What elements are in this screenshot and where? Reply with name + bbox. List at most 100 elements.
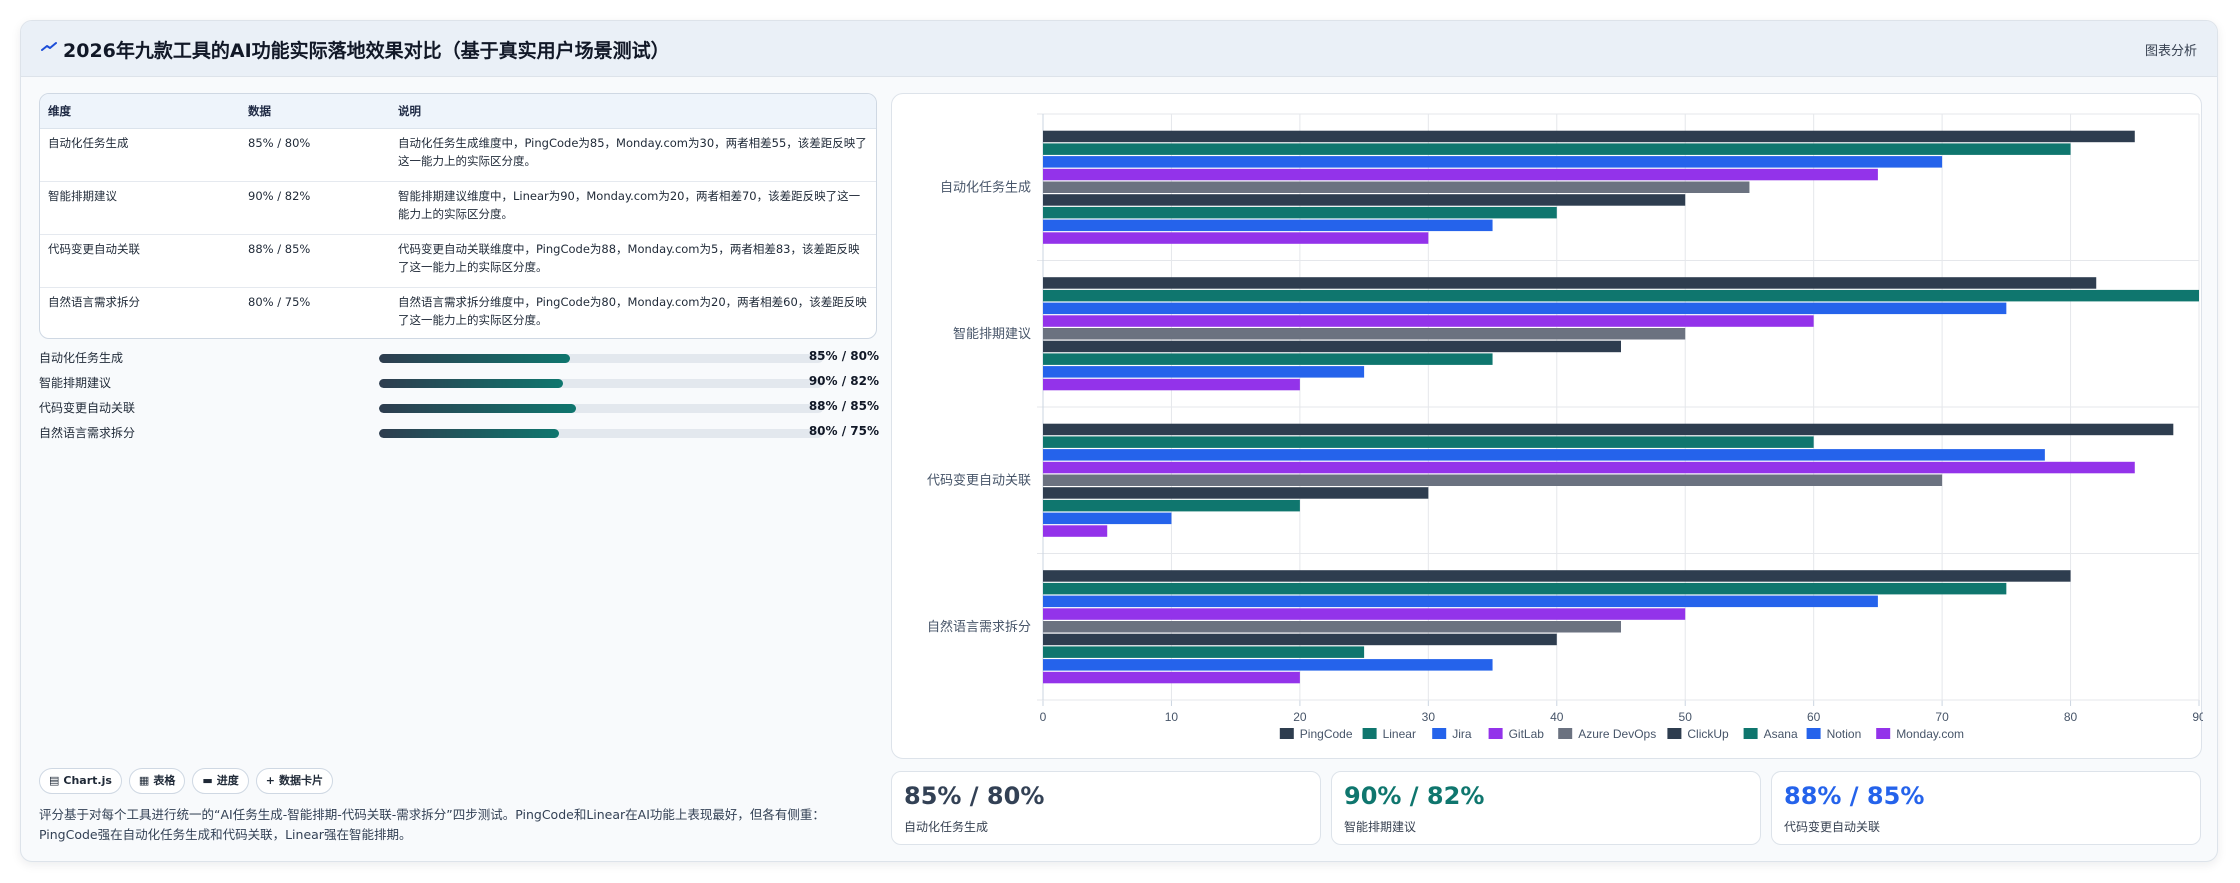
chip-progress[interactable]: ▬ 进度 (192, 768, 249, 794)
table-row: 代码变更自动关联 88% / 85% 代码变更自动关联维度中，PingCode为… (40, 234, 876, 288)
methodology-note: 评分基于对每个工具进行统一的“AI任务生成-智能排期-代码关联-需求拆分”四步测… (39, 807, 825, 842)
bar (1043, 461, 2135, 474)
x-tick-label: 80 (2064, 710, 2078, 724)
chip-data-card[interactable]: + 数据卡片 (255, 768, 333, 794)
bar (1043, 449, 2045, 461)
stat-value: 85% / 80% (904, 782, 1045, 810)
bar (1043, 378, 1300, 391)
stat-label: 代码变更自动关联 (1784, 820, 1881, 834)
progress-fill (379, 354, 570, 363)
legend-swatch (1667, 728, 1682, 739)
legend-label: Linear (1383, 727, 1416, 741)
cell-data: 88% / 85% (240, 234, 390, 288)
legend-swatch (1488, 728, 1503, 739)
bar (1043, 646, 1365, 658)
bar (1043, 474, 1943, 486)
bar (1043, 570, 2071, 582)
legend-swatch (1876, 728, 1891, 739)
chart-logo-icon (41, 42, 57, 51)
progress-row: 自动化任务生成 85% / 80% (39, 345, 879, 370)
progress-label: 代码变更自动关联 (39, 401, 136, 415)
bar (1043, 219, 1493, 232)
bar (1043, 671, 1300, 684)
bar (1043, 659, 1493, 671)
chip-chartjs[interactable]: ▤ Chart.js (39, 768, 122, 794)
y-category-label: 代码变更自动关联 (927, 472, 1031, 488)
x-tick-label: 0 (1040, 710, 1047, 724)
chip-label: 进度 (216, 774, 239, 787)
progress-row: 智能排期建议 90% / 82% (39, 370, 879, 395)
bar (1043, 302, 2007, 315)
stat-label: 智能排期建议 (1344, 820, 1417, 834)
legend-swatch (1362, 728, 1377, 739)
table-header-row: 维度 数据 说明 (40, 94, 876, 129)
bar (1043, 353, 1493, 365)
progress-track (379, 429, 823, 438)
progress-value: 80% / 75% (808, 424, 879, 438)
bar (1043, 206, 1557, 219)
x-tick-label: 50 (1679, 710, 1693, 724)
progress-label: 智能排期建议 (39, 376, 112, 390)
dashboard-card: 2026年九款工具的AI功能实际落地效果对比（基于真实用户场景测试） 图表分析 … (20, 20, 2218, 862)
bar (1043, 525, 1108, 537)
progress-row: 代码变更自动关联 88% / 85% (39, 395, 879, 420)
bar (1043, 143, 2071, 155)
plus-icon: + (265, 774, 275, 787)
chip-label: Chart.js (63, 774, 112, 787)
legend-swatch (1558, 728, 1573, 739)
table-row: 智能排期建议 90% / 82% 智能排期建议维度中，Linear为90，Mon… (40, 181, 876, 235)
progress-fill (379, 429, 559, 438)
x-tick-label: 40 (1550, 710, 1564, 724)
chip-row: ▤ Chart.js ▦ 表格 ▬ 进度 + 数据卡片 (39, 768, 333, 794)
cell-data: 80% / 75% (248, 294, 311, 309)
bar (1043, 366, 1365, 378)
stat-label: 自动化任务生成 (904, 820, 989, 834)
bar-chart: 0 10 20 30 40 50 60 70 80 90 自动化任务生成智能排期建议代码变更自动关联… (927, 113, 2203, 741)
bar (1043, 130, 2135, 143)
x-tick-label: 30 (1422, 710, 1436, 724)
progress-value: 90% / 82% (808, 374, 879, 388)
x-tick-label: 70 (1935, 710, 1949, 724)
page-title: 2026年九款工具的AI功能实际落地效果对比（基于真实用户场景测试） (63, 40, 670, 62)
tab-chart-analysis[interactable]: 图表分析 (2144, 44, 2197, 59)
cell-data: 90% / 82% (240, 181, 390, 235)
cell-description: 自动化任务生成维度中，PingCode为85，Monday.com为30，两者相… (390, 128, 876, 182)
cell-description: 智能排期建议维度中，Linear为90，Monday.com为20，两者相差70… (390, 181, 876, 235)
progress-track (379, 379, 823, 388)
bar (1043, 595, 1878, 608)
legend-label: GitLab (1509, 727, 1545, 741)
bar (1043, 512, 1172, 525)
y-category-label: 智能排期建议 (953, 327, 1031, 342)
y-category-label: 自动化任务生成 (940, 179, 1031, 195)
progress-fill (379, 379, 564, 388)
bar (1043, 277, 2097, 289)
cell-description: 代码变更自动关联维度中，PingCode为88，Monday.com为5，两者相… (390, 234, 876, 288)
progress-track (379, 354, 823, 363)
cell-data: 85% / 80% (240, 128, 390, 182)
column-header-data: 数据 (240, 94, 390, 129)
cell-dimension: 代码变更自动关联 (40, 234, 240, 288)
legend-label: ClickUp (1687, 727, 1729, 741)
legend-label: Azure DevOps (1578, 727, 1656, 741)
bar (1043, 582, 2007, 595)
legend-label: Asana (1764, 727, 1798, 741)
bar (1043, 315, 1814, 327)
chip-table[interactable]: ▦ 表格 (128, 768, 186, 794)
cell-dimension: 智能排期建议 (40, 181, 240, 235)
bar (1043, 423, 2174, 436)
bar (1043, 194, 1686, 206)
column-header-description: 说明 (390, 94, 876, 129)
bar (1043, 608, 1686, 620)
x-tick-label: 10 (1165, 710, 1179, 724)
progress-row: 自然语言需求拆分 80% / 75% (39, 420, 879, 445)
bar (1043, 232, 1429, 244)
stat-value: 90% / 82% (1344, 782, 1485, 810)
legend-swatch (1432, 728, 1447, 739)
table-icon: ▦ (138, 774, 150, 787)
stat-card: 88% / 85% 代码变更自动关联 (1771, 771, 2201, 845)
table-row: 自然语言需求拆分 80% / 75% 自然语言需求拆分维度中，PingCode为… (40, 287, 876, 338)
legend-label: Notion (1827, 727, 1862, 741)
progress-value: 88% / 85% (808, 399, 879, 413)
cell-dimension: 自然语言需求拆分 (48, 294, 140, 309)
legend-label: PingCode (1300, 727, 1353, 741)
